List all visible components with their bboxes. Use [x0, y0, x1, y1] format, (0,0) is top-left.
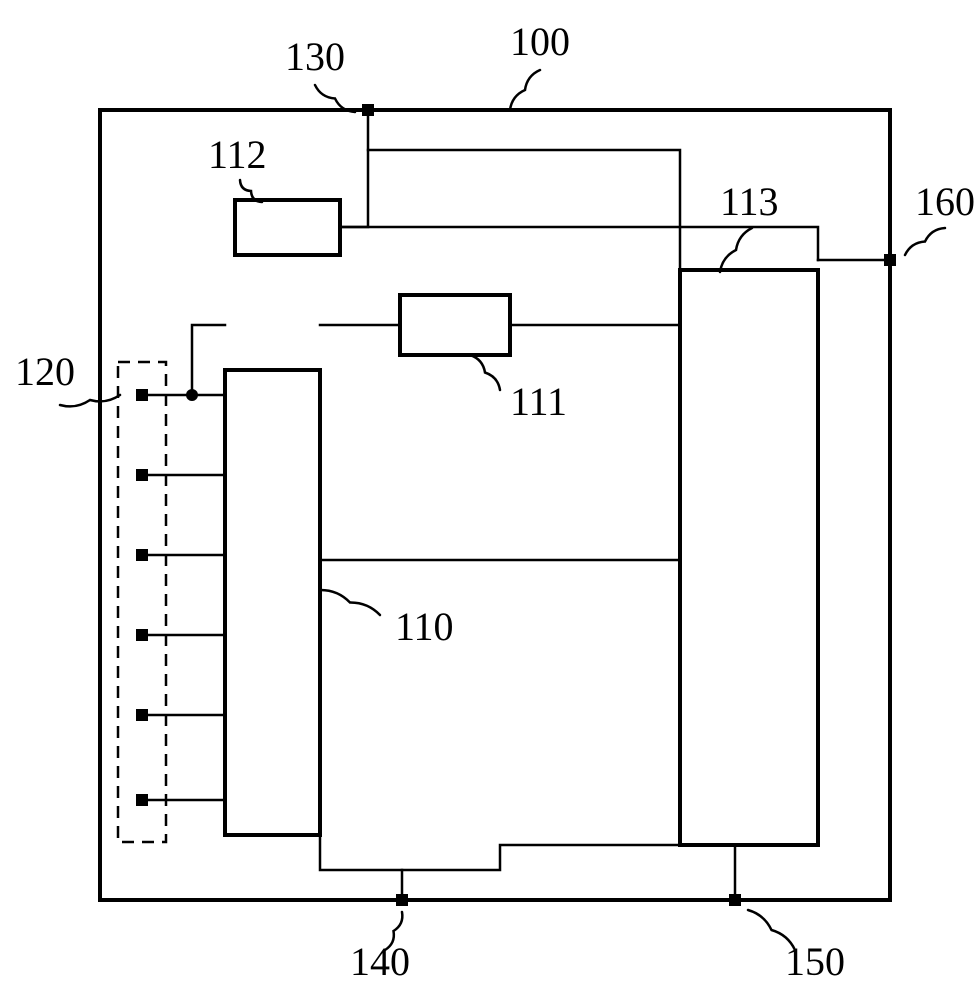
pad-row-5 — [136, 794, 148, 806]
pad-row-0 — [136, 389, 148, 401]
label-l130: 130 — [285, 34, 345, 79]
pad-group-dashed — [118, 362, 166, 842]
pad-160 — [884, 254, 896, 266]
block-b111 — [400, 295, 510, 355]
pad-row-4 — [136, 709, 148, 721]
leader-l120 — [60, 395, 120, 406]
block-b112 — [235, 200, 340, 255]
leader-l160 — [905, 228, 945, 255]
wire — [340, 110, 368, 227]
block-b113 — [680, 270, 818, 845]
pad-row-1 — [136, 469, 148, 481]
wire — [192, 325, 225, 395]
label-l111: 111 — [510, 379, 567, 424]
block-b110 — [225, 370, 320, 835]
label-l140: 140 — [350, 939, 410, 984]
wire — [320, 835, 402, 900]
pad-150 — [729, 894, 741, 906]
label-l100: 100 — [510, 19, 570, 64]
leader-l130 — [315, 85, 355, 112]
leader-l113 — [720, 228, 752, 272]
label-l113: 113 — [720, 179, 779, 224]
wire — [368, 150, 680, 270]
label-l160: 160 — [915, 179, 975, 224]
pad-130 — [362, 104, 374, 116]
label-l150: 150 — [785, 939, 845, 984]
leader-l100 — [510, 70, 540, 110]
pad-row-3 — [136, 629, 148, 641]
pad-140 — [396, 894, 408, 906]
wire — [402, 845, 680, 870]
label-l120: 120 — [15, 349, 75, 394]
leader-l110 — [320, 590, 380, 615]
label-l110: 110 — [395, 604, 454, 649]
block-diagram: 100 130 112 113 160 111 120 110 140 150 — [0, 0, 975, 1000]
junction — [186, 389, 198, 401]
pad-row-2 — [136, 549, 148, 561]
label-l112: 112 — [208, 132, 267, 177]
leader-l111 — [470, 355, 500, 390]
